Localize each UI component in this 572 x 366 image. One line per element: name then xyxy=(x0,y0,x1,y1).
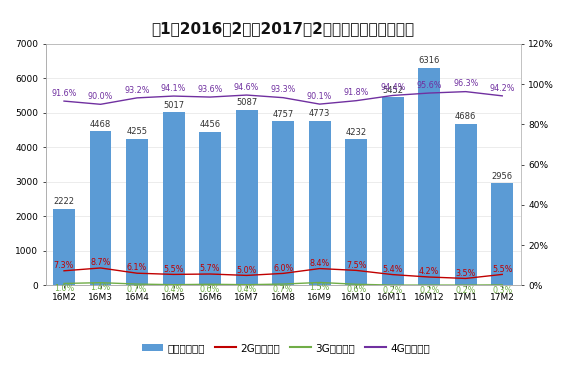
Text: 4255: 4255 xyxy=(126,127,148,136)
Text: 4686: 4686 xyxy=(455,112,476,121)
Text: 93.3%: 93.3% xyxy=(271,85,296,94)
Text: 0.6%: 0.6% xyxy=(346,285,366,294)
Text: 0.4%: 0.4% xyxy=(236,285,257,295)
Text: 94.4%: 94.4% xyxy=(380,83,406,92)
Text: 5087: 5087 xyxy=(236,98,257,107)
Bar xyxy=(491,183,513,285)
Text: 0.2%: 0.2% xyxy=(383,286,403,295)
Text: 0.7%: 0.7% xyxy=(273,285,293,294)
Text: 5452: 5452 xyxy=(382,86,403,94)
Text: 94.6%: 94.6% xyxy=(234,83,259,92)
Text: 5.0%: 5.0% xyxy=(236,266,257,274)
Text: 0.3%: 0.3% xyxy=(492,286,513,295)
Text: 3.5%: 3.5% xyxy=(455,269,476,278)
Text: 96.3%: 96.3% xyxy=(453,79,478,89)
Text: 7.5%: 7.5% xyxy=(346,261,367,270)
Bar xyxy=(455,124,476,285)
Bar xyxy=(236,110,257,285)
Bar xyxy=(126,139,148,285)
Text: 8.7%: 8.7% xyxy=(90,258,111,267)
Title: 图1：2016年2月至2017年2月国内手机出货量情况: 图1：2016年2月至2017年2月国内手机出货量情况 xyxy=(152,21,415,36)
Text: 8.4%: 8.4% xyxy=(309,259,330,268)
Text: 6316: 6316 xyxy=(419,56,440,65)
Text: 4456: 4456 xyxy=(200,120,221,129)
Text: 5.5%: 5.5% xyxy=(492,265,513,274)
Text: 0.6%: 0.6% xyxy=(200,285,220,294)
Bar xyxy=(199,132,221,285)
Bar xyxy=(418,67,440,285)
Text: 6.0%: 6.0% xyxy=(273,264,293,273)
Text: 95.6%: 95.6% xyxy=(416,81,442,90)
Bar xyxy=(382,97,404,285)
Text: 4773: 4773 xyxy=(309,109,331,118)
Legend: 出货量（万）, 2G手机占比, 3G手机占比, 4G手机占比: 出货量（万）, 2G手机占比, 3G手机占比, 4G手机占比 xyxy=(138,339,434,357)
Bar xyxy=(309,121,331,285)
Text: 94.1%: 94.1% xyxy=(161,84,186,93)
Bar xyxy=(90,131,112,285)
Text: 91.6%: 91.6% xyxy=(51,89,77,98)
Text: 4468: 4468 xyxy=(90,120,111,128)
Text: 5.4%: 5.4% xyxy=(383,265,403,274)
Text: 0.4%: 0.4% xyxy=(164,285,184,295)
Text: 6.1%: 6.1% xyxy=(127,264,147,272)
Text: 2222: 2222 xyxy=(54,197,74,206)
Text: 91.8%: 91.8% xyxy=(344,89,369,97)
Text: 2956: 2956 xyxy=(492,172,513,181)
Text: 5.7%: 5.7% xyxy=(200,264,220,273)
Bar xyxy=(345,139,367,285)
Text: 5.5%: 5.5% xyxy=(164,265,184,274)
Text: 0.2%: 0.2% xyxy=(419,286,439,295)
Bar xyxy=(272,121,294,285)
Bar xyxy=(162,112,185,285)
Text: 4232: 4232 xyxy=(345,128,367,137)
Text: 90.1%: 90.1% xyxy=(307,92,332,101)
Text: 93.2%: 93.2% xyxy=(124,86,150,95)
Text: 5017: 5017 xyxy=(163,101,184,109)
Text: 93.6%: 93.6% xyxy=(197,85,223,94)
Text: 4.2%: 4.2% xyxy=(419,267,439,276)
Text: 94.2%: 94.2% xyxy=(490,84,515,93)
Text: 90.0%: 90.0% xyxy=(88,92,113,101)
Text: 1.0%: 1.0% xyxy=(54,284,74,293)
Text: 1.4%: 1.4% xyxy=(90,283,110,292)
Text: 1.5%: 1.5% xyxy=(309,283,330,292)
Text: 7.3%: 7.3% xyxy=(54,261,74,270)
Text: 0.7%: 0.7% xyxy=(127,285,147,294)
Text: 0.2%: 0.2% xyxy=(455,286,476,295)
Text: 4757: 4757 xyxy=(272,109,294,119)
Bar xyxy=(53,209,75,285)
